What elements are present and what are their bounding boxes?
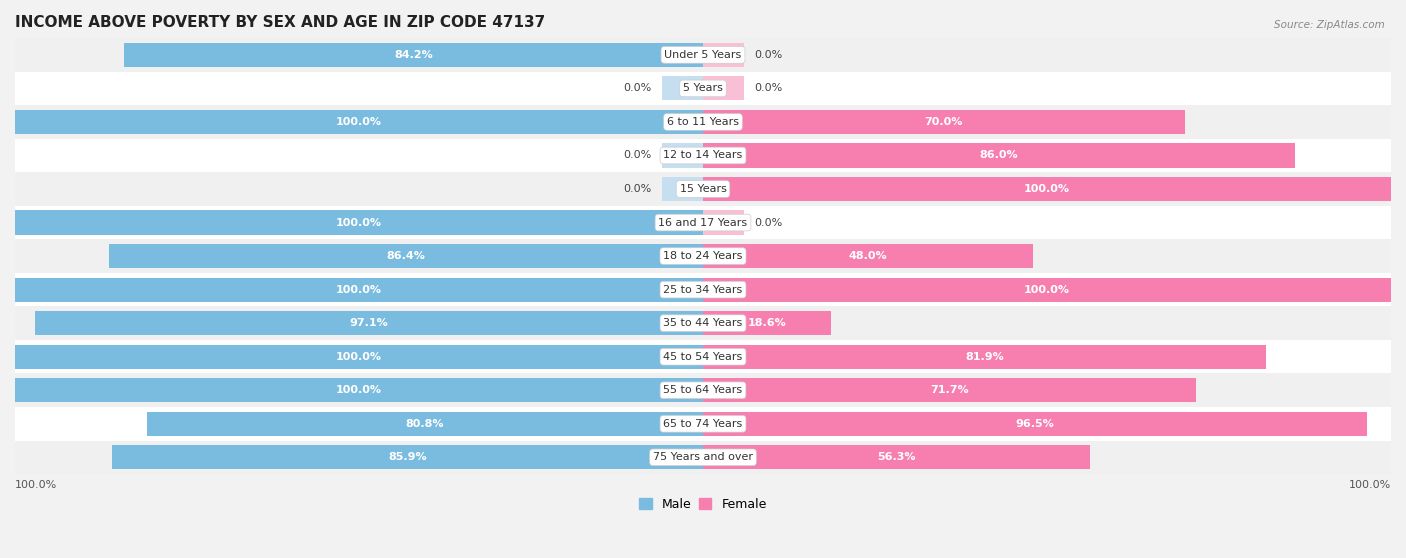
Text: 80.8%: 80.8% [406, 419, 444, 429]
Bar [703, 345, 1267, 369]
Bar [15, 407, 1391, 441]
Bar [15, 139, 1391, 172]
Bar [15, 277, 703, 302]
Text: 75 Years and over: 75 Years and over [652, 453, 754, 463]
Bar [124, 43, 703, 67]
Bar [148, 412, 703, 436]
Text: 84.2%: 84.2% [394, 50, 433, 60]
Legend: Male, Female: Male, Female [634, 493, 772, 516]
Text: 16 and 17 Years: 16 and 17 Years [658, 218, 748, 228]
Bar [662, 177, 703, 201]
Bar [703, 244, 1033, 268]
Bar [15, 345, 703, 369]
Bar [15, 340, 1391, 373]
Bar [15, 210, 703, 234]
Bar [662, 76, 703, 100]
Text: 97.1%: 97.1% [350, 318, 388, 328]
Bar [15, 378, 703, 402]
Bar [15, 306, 1391, 340]
Bar [703, 445, 1090, 469]
Bar [662, 143, 703, 167]
Text: 18 to 24 Years: 18 to 24 Years [664, 251, 742, 261]
Bar [15, 239, 1391, 273]
Text: 100.0%: 100.0% [336, 285, 382, 295]
Text: 12 to 14 Years: 12 to 14 Years [664, 151, 742, 161]
Text: 86.4%: 86.4% [387, 251, 425, 261]
Text: Source: ZipAtlas.com: Source: ZipAtlas.com [1274, 20, 1385, 30]
Text: 71.7%: 71.7% [931, 385, 969, 395]
Text: 100.0%: 100.0% [15, 480, 58, 490]
Bar [15, 38, 1391, 71]
Text: Under 5 Years: Under 5 Years [665, 50, 741, 60]
Text: 35 to 44 Years: 35 to 44 Years [664, 318, 742, 328]
Bar [703, 277, 1391, 302]
Bar [15, 71, 1391, 105]
Text: 18.6%: 18.6% [748, 318, 786, 328]
Text: 0.0%: 0.0% [623, 184, 651, 194]
Bar [703, 210, 744, 234]
Text: 0.0%: 0.0% [623, 83, 651, 93]
Bar [703, 311, 831, 335]
Text: 0.0%: 0.0% [755, 218, 783, 228]
Text: 85.9%: 85.9% [388, 453, 427, 463]
Text: 6 to 11 Years: 6 to 11 Years [666, 117, 740, 127]
Bar [15, 105, 1391, 139]
Bar [703, 378, 1197, 402]
Bar [703, 412, 1367, 436]
Bar [15, 110, 703, 134]
Bar [112, 445, 703, 469]
Bar [108, 244, 703, 268]
Text: 81.9%: 81.9% [966, 352, 1004, 362]
Text: 25 to 34 Years: 25 to 34 Years [664, 285, 742, 295]
Text: 100.0%: 100.0% [336, 117, 382, 127]
Bar [15, 172, 1391, 206]
Text: 56.3%: 56.3% [877, 453, 915, 463]
Text: 45 to 54 Years: 45 to 54 Years [664, 352, 742, 362]
Bar [703, 177, 1391, 201]
Text: 100.0%: 100.0% [1024, 184, 1070, 194]
Bar [15, 373, 1391, 407]
Bar [15, 441, 1391, 474]
Text: 100.0%: 100.0% [1024, 285, 1070, 295]
Text: 0.0%: 0.0% [755, 83, 783, 93]
Bar [35, 311, 703, 335]
Text: 96.5%: 96.5% [1015, 419, 1054, 429]
Text: 100.0%: 100.0% [336, 352, 382, 362]
Text: 70.0%: 70.0% [925, 117, 963, 127]
Text: 100.0%: 100.0% [336, 218, 382, 228]
Text: 48.0%: 48.0% [849, 251, 887, 261]
Text: 65 to 74 Years: 65 to 74 Years [664, 419, 742, 429]
Bar [703, 43, 744, 67]
Text: 55 to 64 Years: 55 to 64 Years [664, 385, 742, 395]
Bar [703, 76, 744, 100]
Text: INCOME ABOVE POVERTY BY SEX AND AGE IN ZIP CODE 47137: INCOME ABOVE POVERTY BY SEX AND AGE IN Z… [15, 15, 546, 30]
Bar [703, 143, 1295, 167]
Text: 100.0%: 100.0% [1348, 480, 1391, 490]
Text: 5 Years: 5 Years [683, 83, 723, 93]
Text: 0.0%: 0.0% [623, 151, 651, 161]
Bar [703, 110, 1185, 134]
Text: 100.0%: 100.0% [336, 385, 382, 395]
Text: 15 Years: 15 Years [679, 184, 727, 194]
Text: 86.0%: 86.0% [980, 151, 1018, 161]
Bar [15, 273, 1391, 306]
Bar [15, 206, 1391, 239]
Text: 0.0%: 0.0% [755, 50, 783, 60]
